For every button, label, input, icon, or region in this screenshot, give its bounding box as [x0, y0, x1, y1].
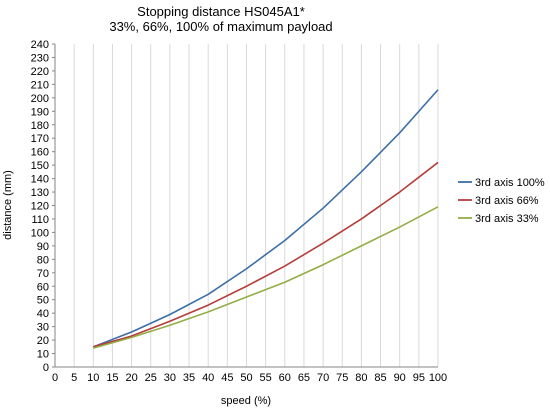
chart-subtitle: 33%, 66%, 100% of maximum payload	[109, 19, 332, 34]
x-tick-label: 30	[164, 372, 176, 384]
x-tick-label: 85	[374, 372, 386, 384]
y-tick-label: 130	[31, 187, 49, 199]
y-tick-label: 20	[37, 335, 49, 347]
y-tick-label: 140	[31, 174, 49, 186]
grid-lines	[73, 44, 439, 367]
y-tick-label: 10	[37, 349, 49, 361]
x-tick-label: 40	[202, 372, 214, 384]
y-tick-label: 80	[37, 254, 49, 266]
y-tick-label: 90	[37, 241, 49, 253]
x-tick-labels: 0 5 10 15 20 25 30 35 40 45 50 55 60 65 70 75 80 85 90 95 10…	[52, 372, 447, 384]
y-tick-label: 230	[31, 52, 49, 64]
y-tick-label: 160	[31, 147, 49, 159]
y-tick-label: 190	[31, 106, 49, 118]
y-tick-label: 30	[37, 322, 49, 334]
x-tick-label: 35	[183, 372, 195, 384]
x-tick-label: 70	[317, 372, 329, 384]
x-tick-label: 60	[279, 372, 291, 384]
legend-label: 3rd axis 66%	[475, 195, 539, 207]
y-axis-label: distance (mm)	[2, 170, 14, 240]
y-tick-label: 120	[31, 201, 49, 213]
y-tick-label: 240	[31, 39, 49, 51]
y-tick-label: 60	[37, 281, 49, 293]
axes	[52, 43, 438, 368]
x-tick-label: 5	[71, 372, 77, 384]
y-tick-label: 210	[31, 79, 49, 91]
y-tick-label: 110	[31, 214, 49, 226]
legend: 3rd axis 100% 3rd axis 66% 3rd axis 33%	[458, 177, 545, 225]
series-line-2	[93, 161, 439, 348]
x-tick-label: 55	[260, 372, 272, 384]
x-tick-label: 45	[221, 372, 233, 384]
y-tick-label: 220	[31, 66, 49, 78]
x-tick-label: 65	[298, 372, 310, 384]
series-line-3	[93, 206, 439, 349]
series-line-1	[93, 89, 439, 348]
x-tick-label: 25	[145, 372, 157, 384]
x-tick-label: 90	[394, 372, 406, 384]
legend-label: 3rd axis 33%	[475, 213, 539, 225]
x-tick-label: 80	[355, 372, 367, 384]
y-tick-label: 70	[37, 268, 49, 280]
x-tick-label: 0	[52, 372, 58, 384]
chart-title: Stopping distance HS045A1*	[137, 4, 305, 19]
x-tick-label: 15	[106, 372, 118, 384]
x-tick-label: 50	[240, 372, 252, 384]
y-tick-label: 200	[31, 93, 49, 105]
x-tick-label: 75	[336, 372, 348, 384]
y-tick-label: 50	[37, 295, 49, 307]
x-tick-label: 95	[413, 372, 425, 384]
x-tick-label: 10	[87, 372, 99, 384]
x-tick-label: 100	[429, 372, 447, 384]
series-lines	[93, 89, 439, 349]
y-tick-label: 180	[31, 120, 49, 132]
x-axis-label: speed (%)	[221, 395, 271, 407]
y-tick-label: 0	[43, 362, 49, 374]
y-tick-label: 150	[31, 160, 49, 172]
y-tick-label: 40	[37, 308, 49, 320]
y-tick-label: 100	[31, 227, 49, 239]
y-tick-label: 170	[31, 133, 49, 145]
legend-label: 3rd axis 100%	[475, 177, 545, 189]
x-tick-label: 20	[125, 372, 137, 384]
